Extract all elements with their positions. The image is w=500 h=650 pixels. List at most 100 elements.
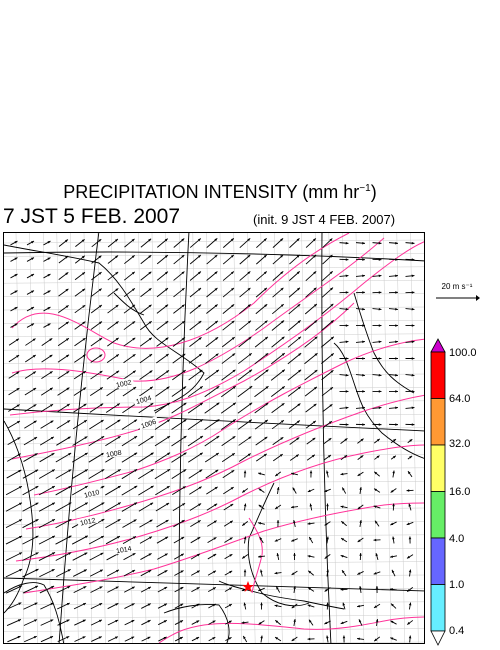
- wind-arrow: [72, 419, 88, 430]
- wind-arrow: [105, 468, 121, 480]
- wind-arrow: [270, 352, 286, 365]
- wind-arrow: [88, 502, 105, 512]
- wind-arrow: [138, 386, 154, 397]
- wind-arrow: [237, 385, 253, 398]
- isobar-label: 1010: [83, 489, 100, 500]
- wind-arrow: [171, 435, 187, 447]
- wind-arrow: [154, 419, 171, 430]
- wind-arrow: [270, 386, 286, 397]
- wind-arrow: [38, 469, 56, 479]
- wind-arrow: [270, 369, 286, 381]
- wind-arrow: [320, 336, 335, 348]
- wind-arrow: [38, 485, 56, 496]
- wind-arrow: [5, 552, 23, 561]
- wind-arrow: [105, 485, 121, 496]
- wind-arrow: [138, 468, 154, 480]
- wind-arrow: [104, 502, 122, 512]
- wind-arrow: [23, 453, 38, 462]
- reference-arrow-icon: [436, 295, 480, 301]
- wind-arrow: [204, 452, 220, 463]
- wind-arrow: [55, 535, 72, 545]
- wind-arrow: [72, 552, 88, 561]
- wind-arrow: [188, 369, 203, 381]
- wind-arrow: [89, 419, 104, 430]
- wind-arrow: [121, 468, 138, 480]
- wind-arrow: [22, 469, 39, 479]
- wind-arrow: [55, 502, 72, 512]
- wind-arrow: [22, 568, 39, 578]
- wind-arrow: [154, 402, 171, 414]
- wind-arrow: [172, 369, 186, 381]
- wind-arrow: [38, 552, 56, 561]
- colorbar-top-triangle: [430, 338, 446, 353]
- wind-arrow: [55, 485, 72, 496]
- isobar-label: 1006: [140, 419, 157, 431]
- colorbar-segment: [430, 398, 446, 446]
- wind-arrow: [55, 452, 72, 463]
- wind-arrow: [237, 402, 253, 414]
- title-prefix: PRECIPITATION INTENSITY (mm hr: [63, 182, 360, 202]
- wind-arrow: [6, 602, 22, 610]
- reference-vector-label: 20 m s⁻¹: [441, 282, 473, 291]
- colorbar-segment: [430, 584, 446, 632]
- wind-arrow: [22, 535, 39, 545]
- wind-arrow: [121, 435, 138, 447]
- wind-arrow: [38, 518, 56, 529]
- wind-arrow: [72, 469, 88, 479]
- wind-arrow: [88, 452, 105, 463]
- wind-arrow: [221, 353, 236, 364]
- wind-arrow: [187, 435, 204, 447]
- wind-arrow: [138, 502, 154, 512]
- wind-arrow: [72, 452, 88, 463]
- weather-map: 1002 1004 1006 1008 1010 1012 1014: [3, 232, 425, 644]
- coastlines: [4, 244, 424, 643]
- wind-arrow: [121, 419, 138, 430]
- wind-arrow: [287, 369, 302, 381]
- wind-arrow: [88, 469, 105, 479]
- isobar-label: 1014: [116, 546, 133, 556]
- wind-arrow: [154, 468, 171, 480]
- wind-arrow: [254, 369, 269, 381]
- isobar-label: 1004: [135, 395, 152, 406]
- wind-arrow: [138, 452, 154, 463]
- wind-arrow: [22, 518, 39, 529]
- wind-arrow: [5, 485, 23, 496]
- star-marker-icon: [242, 581, 254, 592]
- wind-arrow: [154, 452, 171, 463]
- wind-arrow: [220, 385, 237, 398]
- wind-arrow: [105, 435, 121, 447]
- wind-arrow: [304, 352, 318, 365]
- wind-arrow: [187, 419, 204, 430]
- colorbar-segment: [430, 491, 446, 539]
- init-time: (init. 9 JST 4 FEB. 2007): [253, 212, 396, 227]
- wind-arrow: [221, 419, 236, 430]
- wind-arrow: [221, 369, 236, 381]
- colorbar-segment: [430, 351, 446, 399]
- wind-arrow: [220, 402, 237, 414]
- wind-arrow: [238, 352, 252, 365]
- wind-arrow: [204, 435, 220, 447]
- wind-arrow: [5, 518, 23, 529]
- wind-arrow: [88, 518, 105, 529]
- wind-arrow: [121, 485, 138, 496]
- wind-arrow: [187, 402, 204, 414]
- wind-arrow: [204, 385, 220, 398]
- colorbar-segment: [430, 444, 446, 492]
- reference-vector: 20 m s⁻¹: [432, 282, 482, 302]
- wind-arrow: [22, 485, 39, 496]
- wind-arrow: [171, 386, 187, 397]
- wind-arrow: [187, 385, 204, 398]
- wind-arrow: [55, 469, 72, 479]
- wind-arrow: [171, 469, 187, 479]
- title-suffix: ): [370, 182, 377, 202]
- wind-arrow: [254, 352, 269, 365]
- wind-vectors: [5, 238, 415, 643]
- wind-arrow: [71, 485, 89, 496]
- colorbar-label-100: 100.0: [449, 347, 477, 359]
- colorbar-label-4: 4.0: [449, 533, 465, 545]
- wind-arrow: [39, 568, 55, 578]
- wind-arrow: [187, 452, 204, 463]
- isobar-label: 1002: [116, 379, 133, 389]
- wind-arrow: [6, 469, 22, 479]
